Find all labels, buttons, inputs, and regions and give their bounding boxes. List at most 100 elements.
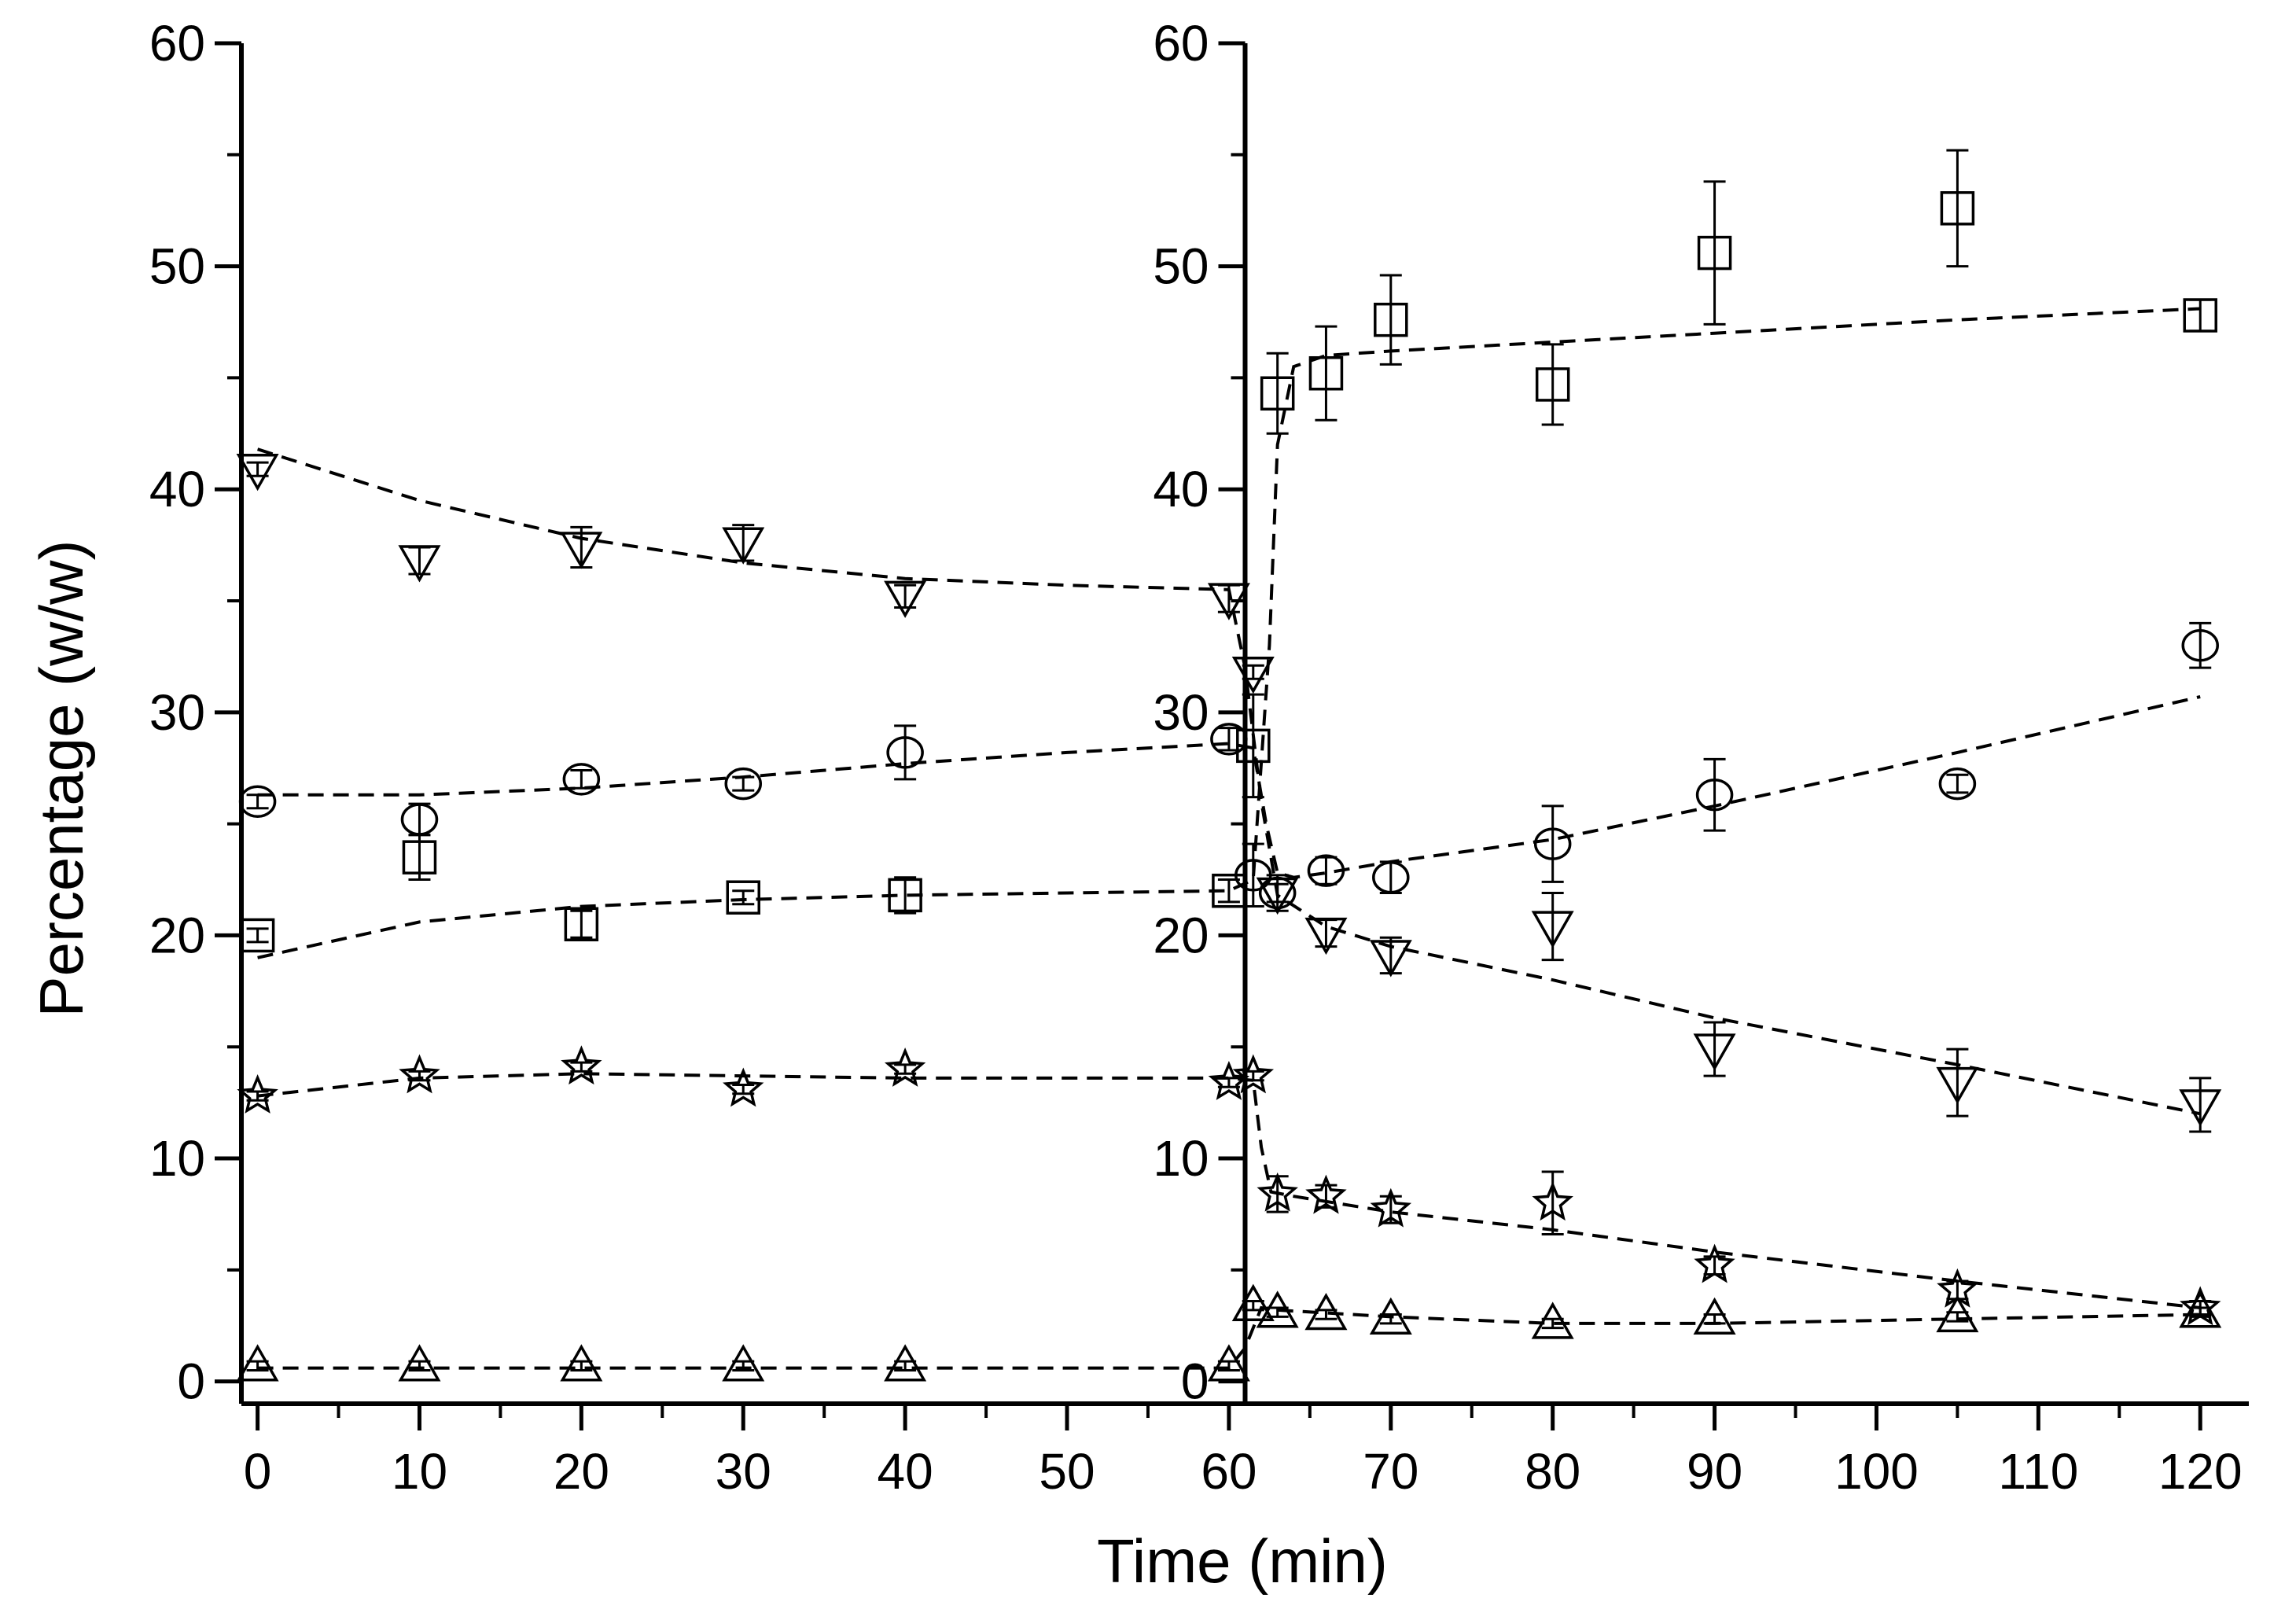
marker-square [564, 907, 599, 941]
marker-triangle-down [398, 545, 441, 583]
marker-triangle-up [884, 1344, 927, 1382]
marker-star [1305, 1174, 1347, 1214]
x-tick-label: 90 [1687, 1443, 1742, 1500]
marker-triangle-down [2179, 1089, 2222, 1127]
y-tick-label: 50 [149, 238, 205, 295]
marker-triangle-up [1207, 1344, 1250, 1382]
marker-circle [1210, 723, 1248, 756]
marker-square [1535, 367, 1570, 402]
marker-star [1532, 1181, 1573, 1221]
fit-line-triangle-up [257, 1305, 2201, 1370]
marker-square [402, 840, 437, 874]
fit-line-circle [257, 695, 2201, 879]
marker-triangle-down [1231, 657, 1275, 694]
y-tick-label: 60 [149, 15, 205, 72]
marker-triangle-up [1936, 1294, 1979, 1333]
markers-layer [236, 149, 2222, 1382]
marker-triangle-up [1231, 1283, 1275, 1321]
marker-square [1940, 191, 1975, 226]
marker-square [1212, 873, 1246, 908]
marker-triangle-up [1693, 1297, 1736, 1335]
x-tick-label: 50 [1039, 1443, 1095, 1500]
y-axis-title: Percentage (w/w) [27, 540, 96, 1018]
marker-circle [400, 803, 439, 836]
marker-square [1308, 355, 1344, 391]
marker-circle [238, 785, 277, 819]
x-tick-label: 30 [716, 1443, 771, 1500]
x-tick-label: 40 [878, 1443, 933, 1500]
marker-star [1694, 1243, 1735, 1283]
marker-star [561, 1045, 602, 1085]
marker-triangle-down [884, 580, 927, 618]
marker-triangle-down [1256, 877, 1299, 915]
x-tick-label: 10 [392, 1443, 447, 1500]
y-tick-label: 40 [149, 461, 205, 517]
marker-star [237, 1074, 278, 1114]
x-tick-label: 100 [1834, 1443, 1919, 1500]
marker-square [1374, 302, 1408, 337]
x-tick-label: 60 [1201, 1443, 1257, 1500]
x-tick-label: 20 [554, 1443, 609, 1500]
marker-circle [886, 736, 924, 769]
marker-star [884, 1047, 926, 1087]
y-tick-label: 20 [1153, 907, 1209, 963]
marker-circle [1372, 860, 1410, 894]
y-tick-label: 30 [1153, 684, 1209, 741]
marker-circle [724, 767, 762, 801]
x-axis-title: Time (min) [1097, 1526, 1388, 1596]
marker-square [240, 918, 275, 953]
marker-triangle-down [722, 527, 765, 565]
y-tick-label: 40 [1153, 461, 1209, 517]
marker-star [1257, 1172, 1298, 1212]
marker-square [1236, 728, 1271, 764]
fit-line-star [257, 1072, 2201, 1309]
marker-triangle-down [1304, 917, 1348, 955]
fit-line-triangle-down [256, 447, 2201, 1116]
y-tick-label: 10 [1153, 1130, 1209, 1187]
marker-circle [562, 763, 601, 796]
x-tick-label: 70 [1363, 1443, 1418, 1500]
marker-square [1260, 376, 1295, 411]
marker-triangle-down [1369, 940, 1412, 978]
marker-circle [1938, 767, 1977, 801]
marker-star [1370, 1187, 1412, 1228]
marker-triangle-up [722, 1344, 765, 1382]
marker-triangle-down [1936, 1066, 1979, 1105]
marker-triangle-up [1369, 1297, 1412, 1335]
marker-triangle-down [1693, 1033, 1736, 1071]
marker-square [2183, 298, 2217, 333]
marker-triangle-up [398, 1344, 441, 1382]
y-tick-label: 20 [149, 907, 205, 963]
marker-circle [1695, 779, 1734, 812]
fit-lines-layer [256, 307, 2201, 1370]
marker-circle [1533, 827, 1572, 860]
marker-triangle-down [236, 453, 279, 492]
x-tick-label: 120 [2158, 1443, 2243, 1500]
marker-triangle-up [1304, 1293, 1348, 1331]
y-tick-label: 30 [149, 684, 205, 741]
marker-triangle-down [1531, 911, 1574, 948]
marker-circle [1307, 854, 1345, 887]
y-tick-label: 10 [149, 1130, 205, 1187]
marker-triangle-up [236, 1344, 279, 1382]
y-tick-label: 50 [1153, 238, 1209, 295]
y-tick-label: 60 [1153, 15, 1209, 72]
x-tick-label: 80 [1525, 1443, 1580, 1500]
marker-square [726, 880, 760, 915]
marker-star [2180, 1286, 2221, 1326]
marker-triangle-up [560, 1344, 603, 1382]
y-tick-label: 0 [177, 1353, 205, 1410]
marker-circle [2181, 628, 2219, 662]
marker-triangle-up [1531, 1302, 1574, 1339]
x-tick-label: 110 [1998, 1443, 2078, 1500]
marker-square [1697, 235, 1732, 271]
marker-triangle-down [1207, 583, 1250, 620]
fit-line-square [257, 307, 2201, 959]
marker-star [399, 1054, 440, 1094]
y-tick-label: 0 [1181, 1353, 1209, 1410]
marker-star [1232, 1054, 1275, 1094]
marker-star [1937, 1268, 1978, 1308]
marker-triangle-down [560, 532, 603, 569]
